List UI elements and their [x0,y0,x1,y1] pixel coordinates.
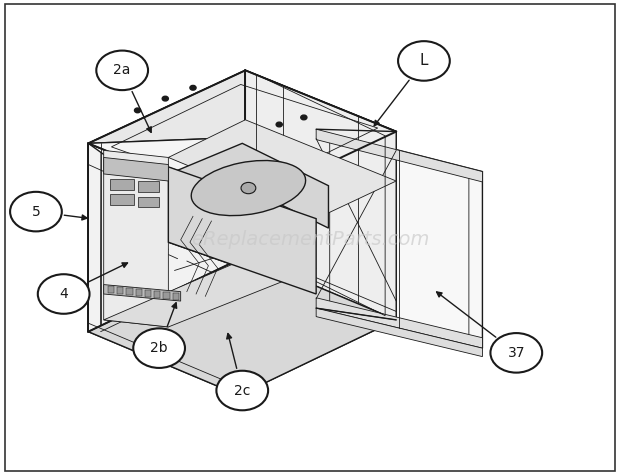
Bar [108,286,114,293]
Polygon shape [316,298,482,348]
Polygon shape [316,129,482,348]
Circle shape [96,50,148,90]
Circle shape [190,86,196,90]
Circle shape [135,108,141,113]
Polygon shape [88,70,396,206]
Circle shape [276,122,282,127]
Polygon shape [88,70,396,143]
Bar [117,287,123,294]
Bar [110,194,135,206]
Bar [136,289,142,296]
Bar [110,179,135,190]
Circle shape [301,115,307,120]
Polygon shape [169,120,396,218]
Bar [138,181,159,192]
Polygon shape [88,132,396,206]
Circle shape [162,96,169,101]
Circle shape [133,328,185,368]
Bar [126,288,133,295]
Text: eReplacementParts.com: eReplacementParts.com [191,230,429,249]
Polygon shape [104,259,316,327]
Polygon shape [104,151,169,327]
Polygon shape [174,143,329,228]
Text: 4: 4 [60,287,68,301]
Circle shape [490,333,542,372]
Text: 2b: 2b [150,341,168,355]
Polygon shape [88,143,246,395]
Circle shape [10,192,62,231]
Bar [145,290,151,297]
Polygon shape [316,308,482,357]
Polygon shape [316,129,482,182]
Circle shape [398,41,450,81]
Bar [154,291,161,298]
Circle shape [241,182,256,194]
Polygon shape [246,70,396,320]
Bar [172,293,179,300]
Polygon shape [104,285,180,301]
Text: 37: 37 [508,346,525,360]
Text: 2c: 2c [234,383,250,398]
Text: L: L [420,54,428,68]
Circle shape [38,274,89,314]
Ellipse shape [191,161,306,216]
Polygon shape [104,77,381,199]
Circle shape [216,371,268,410]
Bar [138,197,159,207]
Polygon shape [104,157,169,181]
Bar [164,292,170,299]
Text: 5: 5 [32,205,40,218]
Polygon shape [88,256,396,395]
Polygon shape [169,167,316,294]
Text: 2a: 2a [113,63,131,77]
